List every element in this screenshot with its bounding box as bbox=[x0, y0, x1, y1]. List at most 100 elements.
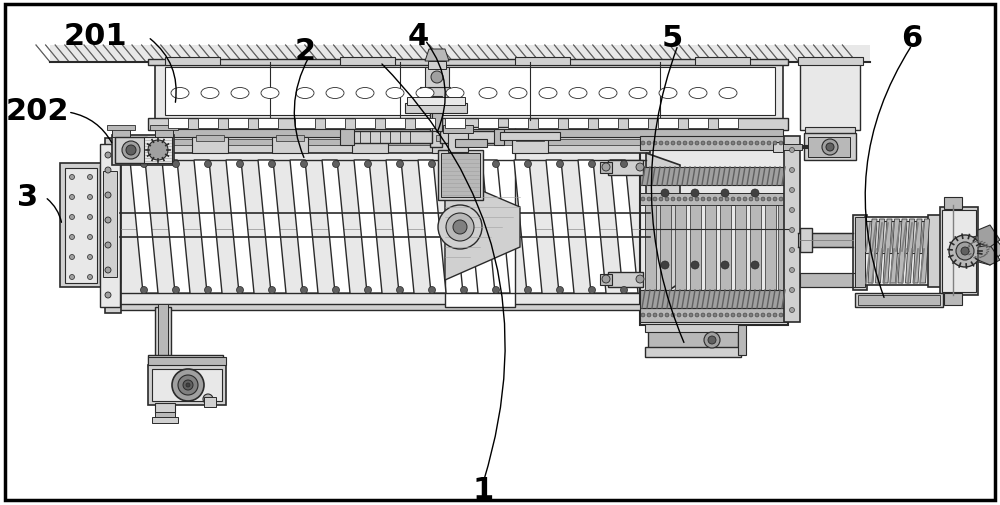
Circle shape bbox=[737, 314, 741, 317]
Circle shape bbox=[602, 275, 610, 283]
Bar bbox=[865, 218, 930, 285]
Circle shape bbox=[492, 287, 500, 294]
Circle shape bbox=[446, 214, 474, 241]
Circle shape bbox=[725, 142, 729, 146]
Circle shape bbox=[731, 197, 735, 201]
Circle shape bbox=[173, 161, 180, 168]
Bar bbox=[640, 168, 788, 186]
Text: 2: 2 bbox=[294, 36, 316, 65]
Ellipse shape bbox=[261, 88, 279, 99]
Bar bbox=[660, 206, 671, 295]
Polygon shape bbox=[898, 220, 907, 283]
Circle shape bbox=[761, 142, 765, 146]
Polygon shape bbox=[482, 161, 510, 293]
Circle shape bbox=[695, 197, 699, 201]
Circle shape bbox=[70, 255, 75, 260]
Bar bbox=[436, 136, 464, 142]
Polygon shape bbox=[883, 220, 892, 283]
Circle shape bbox=[237, 287, 244, 294]
Circle shape bbox=[428, 161, 436, 168]
Bar bbox=[735, 206, 746, 295]
Polygon shape bbox=[610, 161, 638, 293]
Bar bbox=[808, 138, 850, 158]
Circle shape bbox=[789, 188, 794, 193]
Bar bbox=[648, 330, 738, 350]
Polygon shape bbox=[354, 161, 382, 293]
Bar bbox=[50, 46, 870, 63]
Ellipse shape bbox=[356, 88, 374, 99]
Ellipse shape bbox=[479, 88, 497, 99]
Bar bbox=[115, 138, 147, 164]
Circle shape bbox=[691, 262, 699, 270]
Ellipse shape bbox=[719, 88, 737, 99]
Bar bbox=[350, 132, 432, 144]
Bar bbox=[800, 63, 860, 131]
Circle shape bbox=[789, 308, 794, 313]
Circle shape bbox=[956, 242, 974, 261]
Circle shape bbox=[431, 72, 443, 84]
Circle shape bbox=[701, 197, 705, 201]
Circle shape bbox=[949, 235, 981, 268]
Bar bbox=[340, 130, 354, 146]
Bar bbox=[115, 305, 650, 311]
Bar bbox=[640, 290, 788, 309]
Circle shape bbox=[186, 383, 190, 387]
Ellipse shape bbox=[629, 88, 647, 99]
Circle shape bbox=[492, 161, 500, 168]
Circle shape bbox=[743, 142, 747, 146]
Circle shape bbox=[301, 161, 308, 168]
Bar bbox=[800, 274, 855, 287]
Circle shape bbox=[173, 287, 180, 294]
Circle shape bbox=[653, 142, 657, 146]
Circle shape bbox=[671, 197, 675, 201]
Bar bbox=[443, 126, 473, 134]
Bar bbox=[738, 325, 746, 356]
Circle shape bbox=[641, 314, 645, 317]
Circle shape bbox=[755, 197, 759, 201]
Circle shape bbox=[88, 215, 93, 220]
Circle shape bbox=[70, 235, 75, 240]
Circle shape bbox=[767, 314, 771, 317]
Circle shape bbox=[683, 314, 687, 317]
Circle shape bbox=[665, 314, 669, 317]
Circle shape bbox=[148, 141, 168, 161]
Bar bbox=[432, 97, 442, 132]
Bar bbox=[598, 119, 618, 129]
Circle shape bbox=[556, 161, 564, 168]
Bar bbox=[165, 68, 775, 116]
Polygon shape bbox=[978, 245, 1000, 266]
Bar bbox=[865, 222, 930, 254]
Bar bbox=[112, 136, 174, 166]
Bar bbox=[445, 128, 515, 308]
Circle shape bbox=[653, 197, 657, 201]
Circle shape bbox=[301, 287, 308, 294]
Bar bbox=[430, 88, 442, 147]
Circle shape bbox=[70, 215, 75, 220]
Bar bbox=[155, 130, 173, 138]
Bar bbox=[440, 132, 495, 144]
Polygon shape bbox=[418, 161, 446, 293]
Bar bbox=[645, 206, 656, 295]
Circle shape bbox=[691, 189, 699, 197]
Circle shape bbox=[773, 314, 777, 317]
Polygon shape bbox=[905, 220, 914, 283]
Circle shape bbox=[677, 197, 681, 201]
Circle shape bbox=[122, 142, 140, 160]
Circle shape bbox=[731, 142, 735, 146]
Circle shape bbox=[761, 314, 765, 317]
Circle shape bbox=[460, 287, 468, 294]
Circle shape bbox=[178, 375, 198, 395]
Bar bbox=[798, 233, 853, 247]
Circle shape bbox=[88, 195, 93, 200]
Circle shape bbox=[636, 164, 644, 172]
Bar bbox=[340, 58, 395, 66]
Circle shape bbox=[141, 161, 148, 168]
Bar bbox=[855, 293, 943, 308]
Circle shape bbox=[689, 142, 693, 146]
Polygon shape bbox=[876, 220, 884, 283]
Bar bbox=[942, 211, 976, 292]
Bar bbox=[407, 98, 465, 106]
Polygon shape bbox=[194, 161, 222, 293]
Circle shape bbox=[665, 197, 669, 201]
Bar bbox=[508, 119, 528, 129]
